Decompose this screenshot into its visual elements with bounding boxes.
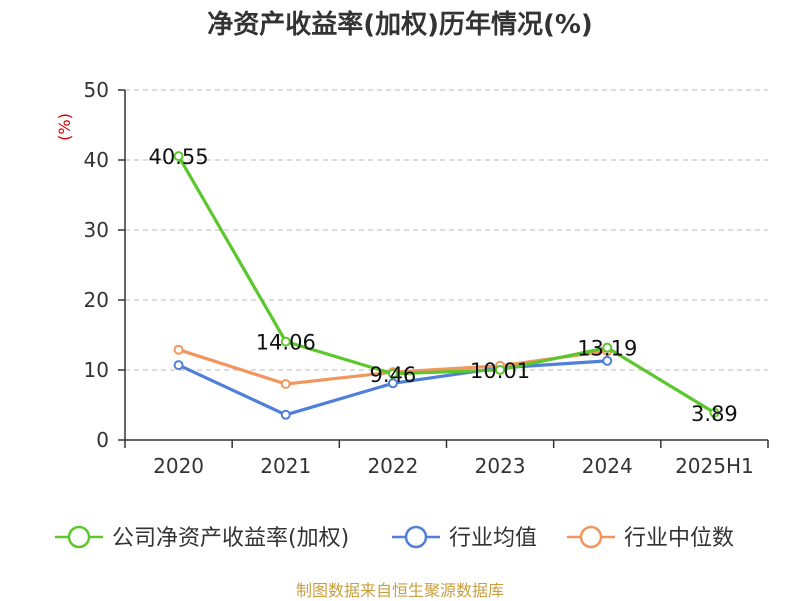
legend-item[interactable]: 行业中位数 — [567, 525, 734, 551]
data-point — [280, 379, 291, 389]
data-point — [709, 407, 720, 418]
data-point — [387, 378, 398, 389]
y-tick-label: 0 — [96, 428, 109, 452]
data-point — [602, 355, 613, 366]
data-point — [173, 344, 184, 355]
y-tick-label: 30 — [84, 218, 109, 242]
chart-title: 净资产收益率(加权)历年情况(%) — [207, 10, 593, 40]
axes: 0 10 20 30 40 50 2020 2021 2022 2023 2024 2025H1 — [84, 78, 769, 478]
series-line — [177, 155, 716, 415]
legend-item[interactable]: 行业均值 — [392, 525, 537, 551]
y-tick-label: 40 — [84, 148, 109, 172]
series-lines — [173, 151, 720, 420]
data-point — [280, 409, 291, 420]
legend: 公司净资产收益率(加权) 行业均值 行业中位数 — [55, 525, 734, 551]
data-label: 10.01 — [470, 359, 530, 383]
legend-label: 行业中位数 — [624, 526, 734, 551]
legend-marker-icon — [579, 525, 603, 549]
legend-marker-icon — [67, 525, 91, 549]
data-point — [173, 360, 184, 371]
source-note: 制图数据来自恒生聚源数据库 — [295, 581, 504, 600]
x-tick-label: 2023 — [475, 454, 526, 478]
legend-marker-icon — [404, 525, 428, 549]
x-tick-label: 2020 — [153, 454, 204, 478]
y-tick-label: 20 — [84, 288, 109, 312]
data-label: 14.06 — [256, 331, 316, 355]
x-tick-label: 2022 — [367, 454, 418, 478]
x-tick-label: 2021 — [260, 454, 311, 478]
data-label: 13.19 — [577, 337, 637, 361]
data-labels: 40.55 14.06 9.46 10.01 13.19 3.89 — [149, 145, 738, 426]
data-point — [602, 342, 613, 353]
legend-item[interactable]: 公司净资产收益率(加权) — [55, 525, 349, 551]
data-point — [280, 336, 291, 347]
legend-label: 公司净资产收益率(加权) — [112, 526, 349, 551]
data-point — [387, 368, 398, 379]
grid-lines — [125, 89, 768, 371]
y-tick-label: 10 — [84, 358, 109, 382]
x-tick-label: 2025H1 — [675, 454, 754, 478]
data-label: 40.55 — [149, 145, 209, 169]
x-tick-label: 2024 — [582, 454, 633, 478]
data-label: 9.46 — [370, 363, 417, 387]
legend-label: 行业均值 — [449, 526, 537, 551]
data-point — [495, 364, 506, 375]
data-point — [173, 151, 184, 162]
y-tick-label: 50 — [84, 78, 109, 102]
data-label: 3.89 — [691, 402, 738, 426]
y-axis-unit-label: (%) — [55, 113, 74, 141]
